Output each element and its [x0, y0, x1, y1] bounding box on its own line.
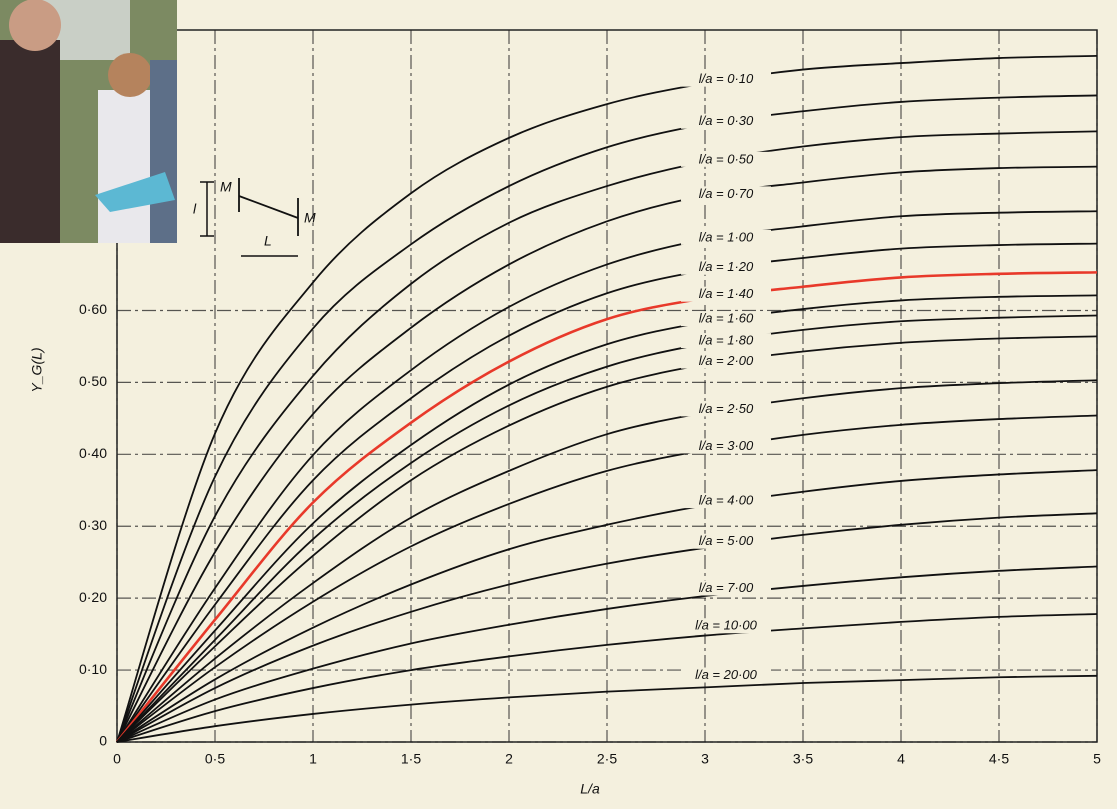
series-label: l/a = 7·00 — [699, 580, 754, 595]
inset-label: l — [193, 201, 197, 217]
curve — [116, 210, 1098, 743]
y-tick-label: 0·20 — [79, 589, 107, 605]
x-tick-label: 1 — [309, 751, 317, 767]
series-label: l/a = 1·60 — [699, 311, 754, 326]
x-tick-label: 4·5 — [989, 751, 1009, 767]
series-label: l/a = 0·10 — [699, 71, 754, 86]
curve — [116, 512, 1098, 743]
curve — [116, 335, 1098, 743]
y-axis-label: Y_G(L) — [29, 347, 45, 392]
curve — [116, 613, 1098, 743]
series-label: l/a = 20·00 — [695, 667, 758, 682]
y-tick-label: 0·30 — [79, 517, 107, 533]
inset-label: L — [264, 233, 272, 249]
curve — [116, 314, 1098, 743]
photo-overlay — [0, 0, 177, 243]
x-tick-label: 2 — [505, 751, 513, 767]
curve — [116, 54, 1098, 743]
series-label: l/a = 3·00 — [699, 438, 754, 453]
series-label: l/a = 1·00 — [699, 229, 754, 244]
series-label: l/a = 2·00 — [699, 353, 754, 368]
curve — [116, 165, 1098, 743]
y-tick-label: 0·50 — [79, 373, 107, 389]
curve-label-bg — [681, 438, 771, 454]
photo-region — [9, 0, 61, 51]
curve-label-bg — [681, 259, 771, 275]
photo-region — [0, 40, 60, 243]
x-tick-label: 3 — [701, 751, 709, 767]
y-tick-label: 0·60 — [79, 301, 107, 317]
curve-label-bg — [681, 667, 771, 683]
series-label: l/a = 10·00 — [695, 618, 758, 633]
curve — [116, 294, 1098, 743]
x-tick-label: 5 — [1093, 751, 1101, 767]
photo-region — [98, 90, 158, 243]
x-tick-label: 3·5 — [793, 751, 813, 767]
curve-label-bg — [681, 151, 771, 167]
series-label: l/a = 1·40 — [699, 286, 754, 301]
curve — [116, 242, 1098, 743]
curve-label-bg — [681, 353, 771, 369]
series-label: l/a = 2·50 — [699, 401, 754, 416]
curve-label-bg — [681, 286, 771, 302]
series-label: l/a = 4·00 — [699, 493, 754, 508]
curve-label-bg — [681, 333, 771, 349]
x-tick-label: 0·5 — [205, 751, 225, 767]
series-label: l/a = 0·50 — [699, 151, 754, 166]
series-label: l/a = 1·80 — [699, 333, 754, 348]
series-label: l/a = 0·70 — [699, 186, 754, 201]
curve-label-bg — [681, 186, 771, 202]
curve-label-bg — [681, 580, 771, 596]
y-tick-label: 0·10 — [79, 661, 107, 677]
photo-region — [108, 53, 152, 97]
curve — [116, 565, 1098, 743]
y-tick-label: 0 — [99, 733, 107, 749]
curve — [116, 130, 1098, 743]
curve — [116, 94, 1098, 743]
inset-label: M — [304, 210, 316, 226]
curve-label-bg — [681, 401, 771, 417]
curve-label-bg — [681, 229, 771, 245]
photo-region — [150, 60, 177, 243]
curve — [116, 674, 1098, 743]
y-tick-label: 0·40 — [79, 445, 107, 461]
series-label: l/a = 5·00 — [699, 533, 754, 548]
curve — [115, 271, 1098, 743]
curve — [116, 469, 1098, 743]
x-axis-label: L/a — [580, 781, 600, 797]
photo-region — [95, 172, 175, 212]
curve-label-bg — [681, 311, 771, 327]
x-tick-label: 0 — [113, 751, 121, 767]
curve-label-bg — [681, 493, 771, 509]
curve-label-bg — [681, 113, 771, 129]
x-tick-label: 4 — [897, 751, 905, 767]
curve-label-bg — [681, 533, 771, 549]
x-tick-label: 2·5 — [597, 751, 617, 767]
series-label: l/a = 1·20 — [699, 259, 754, 274]
curve-label-bg — [681, 618, 771, 634]
curve — [116, 379, 1098, 743]
inset-diagram: l M M L — [193, 178, 316, 257]
curve — [116, 414, 1098, 743]
x-tick-label: 1·5 — [401, 751, 421, 767]
plot-area: 0 0·10 0·20 0·30 0·40 0·50 0·60 0 0·5 1 1·5 2 2·5 3 3·… — [79, 29, 1101, 767]
series-label: l/a = 0·30 — [699, 113, 754, 128]
curve-label-bg — [681, 71, 771, 87]
inset-label: M — [220, 179, 232, 195]
inset-line — [238, 195, 299, 219]
